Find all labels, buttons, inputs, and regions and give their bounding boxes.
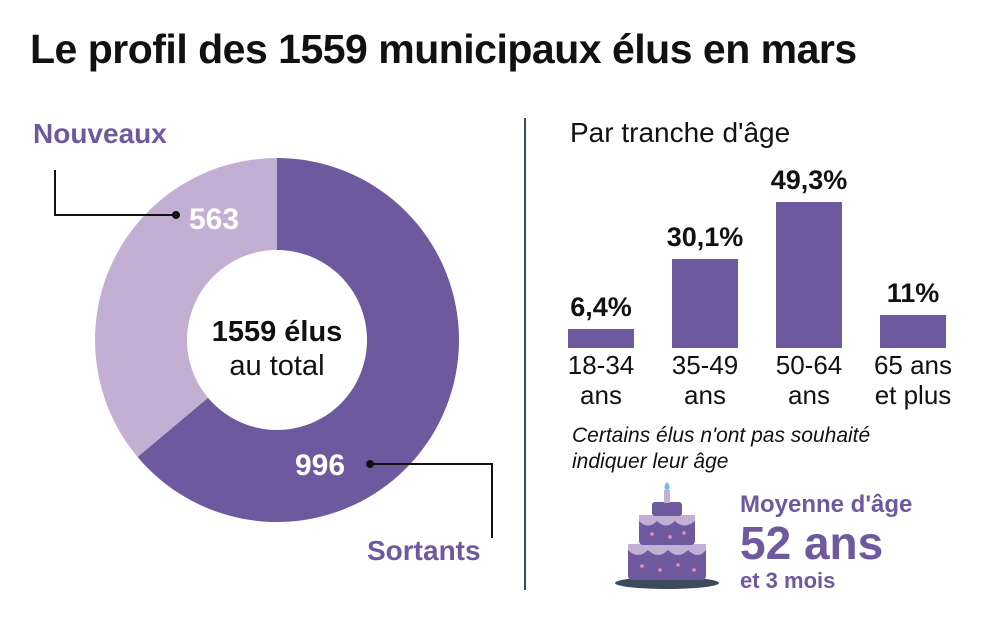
donut-slice-nouveaux	[94, 158, 278, 458]
slice-value-nouveaux: 563	[189, 203, 239, 236]
bar-category-label: 35-49 ans	[671, 350, 739, 410]
donut-chart: 563 996 1559 élus au total	[54, 158, 493, 538]
bar-1	[672, 258, 738, 348]
age-note: Certains élus n'ont pas souhaité indique…	[572, 423, 992, 475]
bar-value-label: 11%	[886, 278, 940, 309]
sortants-leader-line	[370, 463, 493, 538]
average-age-label: Moyenne d'âge	[740, 491, 913, 518]
bar-value-label: 30,1%	[666, 221, 744, 252]
age-chart-title: Par tranche d'âge	[570, 117, 791, 148]
nouveaux-label: Nouveaux	[33, 118, 167, 149]
nouveaux-leader-dot	[172, 211, 180, 219]
donut-slice-sortants	[137, 158, 460, 522]
divider	[524, 118, 526, 590]
bar-value-label: 6,4%	[570, 292, 632, 323]
age-note-line-2: indiquer leur âge	[572, 450, 729, 473]
bar-2	[776, 202, 842, 348]
donut-center-caption: au total	[229, 350, 324, 382]
bar-value-label: 49,3%	[770, 165, 848, 195]
age-note-line-1: Certains élus n'ont pas souhaité	[572, 424, 871, 447]
bar-category-label: 18-34 ans	[567, 350, 635, 410]
sortants-label: Sortants	[367, 535, 481, 566]
bar-3	[880, 315, 946, 348]
sortants-leader-dot	[366, 460, 374, 468]
birthday-cake-icon	[615, 482, 719, 589]
average-age-value: 52 ans	[740, 517, 884, 569]
page-title: Le profil des 1559 municipaux élus en ma…	[30, 26, 857, 72]
average-age-sub: et 3 mois	[740, 568, 836, 593]
bar-0	[568, 329, 634, 348]
bar-category-label: 65 ans et plus	[873, 350, 953, 410]
slice-value-sortants: 996	[295, 449, 345, 482]
nouveaux-leader-line	[54, 170, 176, 216]
bar-category-label: 50-64 ans	[775, 350, 843, 410]
donut-center-total: 1559 élus	[212, 316, 343, 348]
